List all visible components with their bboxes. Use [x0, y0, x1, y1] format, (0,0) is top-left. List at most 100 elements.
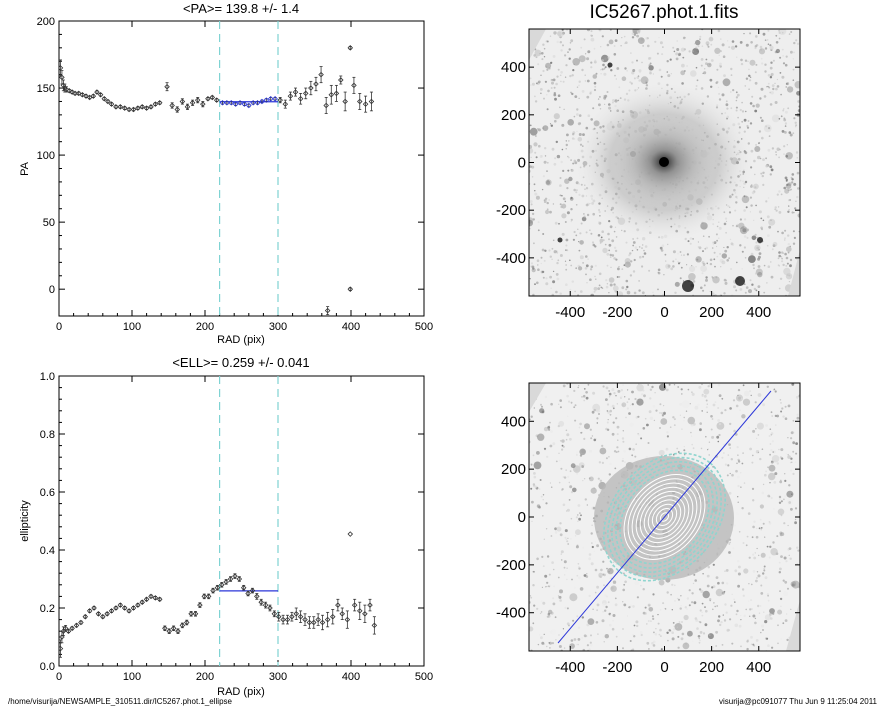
noise-speck — [544, 80, 548, 83]
noise-speck — [628, 412, 631, 415]
noise-speck — [609, 462, 612, 466]
noise-speck — [594, 59, 597, 62]
noise-speck — [642, 244, 644, 246]
noise-speck — [766, 593, 770, 596]
noise-speck — [559, 399, 562, 402]
noise-speck — [745, 544, 748, 547]
noise-speck — [796, 91, 800, 96]
noise-speck — [745, 206, 748, 209]
noise-speck — [690, 431, 692, 434]
noise-speck — [796, 416, 800, 420]
noise-speck — [607, 601, 610, 604]
x-tick-label: 300 — [269, 671, 287, 683]
noise-speck — [728, 46, 731, 49]
noise-speck — [600, 69, 602, 71]
noise-speck — [561, 123, 565, 127]
noise-speck — [583, 478, 586, 480]
noise-speck — [545, 282, 549, 286]
noise-speck — [540, 600, 543, 603]
star — [682, 280, 694, 292]
y-tick-label: 0.8 — [40, 429, 55, 441]
noise-speck — [570, 491, 574, 494]
noise-speck — [632, 270, 636, 273]
noise-speck — [579, 122, 582, 125]
noise-speck — [709, 262, 713, 266]
noise-speck — [688, 273, 696, 281]
noise-speck — [701, 261, 705, 264]
noise-speck — [761, 119, 764, 122]
noise-speck — [577, 626, 581, 629]
noise-speck — [649, 69, 652, 73]
noise-speck — [700, 58, 704, 61]
noise-speck — [653, 419, 656, 422]
noise-speck — [778, 265, 780, 267]
noise-speck — [754, 109, 758, 113]
noise-speck — [588, 594, 591, 598]
noise-speck — [754, 45, 757, 48]
noise-speck — [662, 293, 664, 296]
noise-speck — [601, 59, 604, 62]
noise-speck — [743, 568, 749, 574]
noise-speck — [673, 424, 676, 426]
noise-speck — [578, 385, 580, 387]
noise-speck — [569, 437, 572, 441]
noise-speck — [571, 280, 574, 283]
noise-speck — [695, 266, 697, 268]
noise-speck — [544, 147, 547, 150]
noise-speck — [652, 644, 656, 647]
noise-speck — [536, 281, 539, 285]
noise-speck — [566, 187, 569, 190]
data-point — [227, 576, 234, 582]
noise-speck — [767, 74, 771, 77]
noise-speck — [578, 567, 581, 570]
noise-speck — [736, 462, 738, 465]
noise-speck — [708, 441, 711, 443]
noise-speck — [790, 31, 793, 33]
noise-speck — [752, 104, 755, 108]
noise-speck — [550, 611, 554, 615]
y-tick-label: 50 — [43, 217, 55, 229]
noise-speck — [658, 37, 660, 39]
noise-speck — [607, 567, 614, 575]
noise-speck — [672, 265, 675, 268]
noise-speck — [541, 555, 544, 559]
data-point — [362, 611, 368, 617]
noise-speck — [779, 399, 782, 401]
noise-speck — [690, 578, 693, 582]
noise-speck — [784, 495, 787, 498]
noise-speck — [565, 143, 568, 147]
noise-speck — [680, 595, 682, 597]
noise-speck — [677, 252, 679, 255]
noise-speck — [758, 527, 761, 530]
noise-speck — [643, 252, 647, 255]
noise-speck — [538, 634, 541, 636]
noise-speck — [754, 621, 757, 625]
noise-speck — [698, 588, 702, 591]
data-point — [194, 97, 201, 103]
noise-speck — [624, 67, 627, 70]
noise-speck — [765, 157, 767, 160]
noise-speck — [759, 45, 763, 49]
noise-speck — [564, 178, 570, 184]
noise-speck — [596, 609, 598, 612]
noise-speck — [638, 280, 640, 282]
noise-speck — [780, 93, 782, 96]
noise-speck — [578, 80, 581, 83]
noise-speck — [565, 238, 569, 242]
noise-speck — [788, 131, 792, 134]
data-point — [135, 105, 141, 111]
noise-speck — [747, 512, 751, 515]
noise-speck — [755, 241, 758, 244]
noise-speck — [551, 247, 554, 250]
noise-speck — [794, 461, 797, 463]
noise-speck — [697, 580, 700, 583]
noise-speck — [767, 234, 770, 238]
data-point — [297, 613, 304, 620]
noise-speck — [586, 95, 590, 99]
noise-speck — [647, 384, 649, 386]
noise-speck — [562, 445, 565, 448]
noise-speck — [736, 93, 740, 97]
noise-speck — [564, 54, 567, 57]
noise-speck — [572, 133, 575, 136]
